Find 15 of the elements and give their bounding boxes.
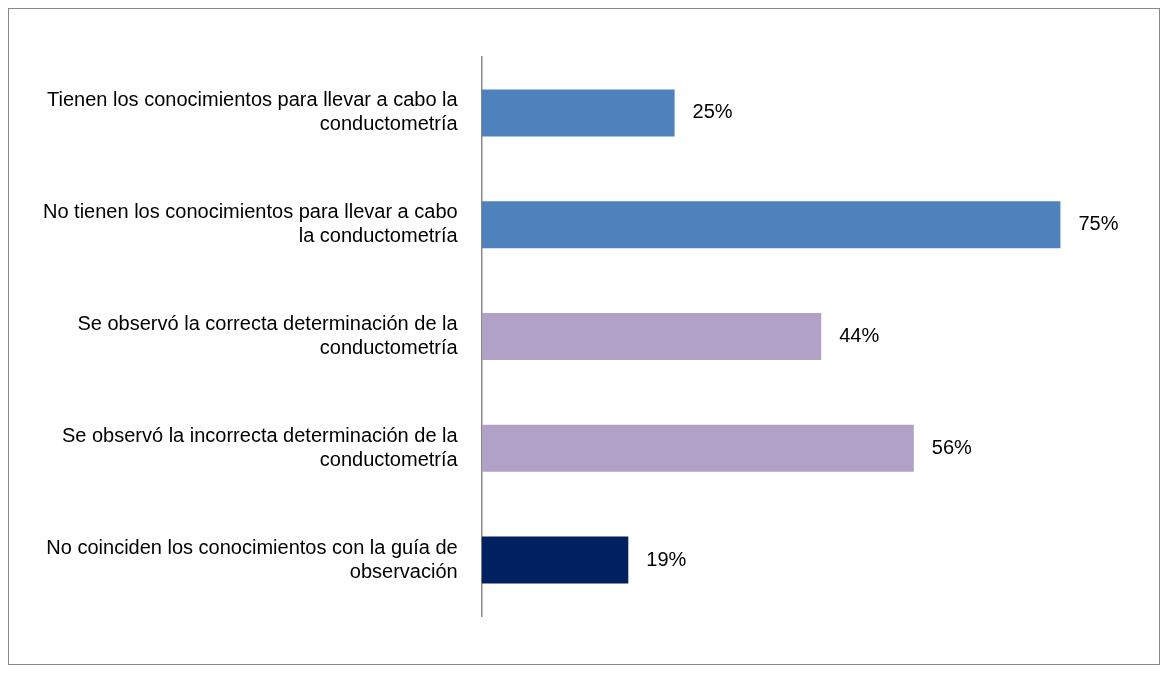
data-label: 25%	[692, 100, 733, 123]
y-tick-label: Se observó la correcta determinación de la conductometría	[77, 312, 459, 359]
data-label: 56%	[931, 435, 973, 458]
bar	[481, 536, 629, 584]
bar	[481, 89, 675, 137]
y-tick-label: No tienen los conocimientos para llevar a cabo la conductometría	[42, 200, 459, 247]
data-label: 44%	[839, 324, 880, 347]
bar	[481, 313, 822, 360]
y-tick-label: Tienen los conocimientos para llevar a cabo la conductometría	[47, 88, 459, 135]
y-tick-label: Se observó la incorrecta determinación de la conductometría	[61, 423, 459, 470]
y-tick-label: No coinciden los conocimientos con la guía de observación	[46, 535, 458, 582]
bar	[481, 424, 914, 472]
data-label: 19%	[646, 547, 687, 570]
bar	[481, 201, 1061, 249]
data-label: 75%	[1078, 212, 1119, 235]
